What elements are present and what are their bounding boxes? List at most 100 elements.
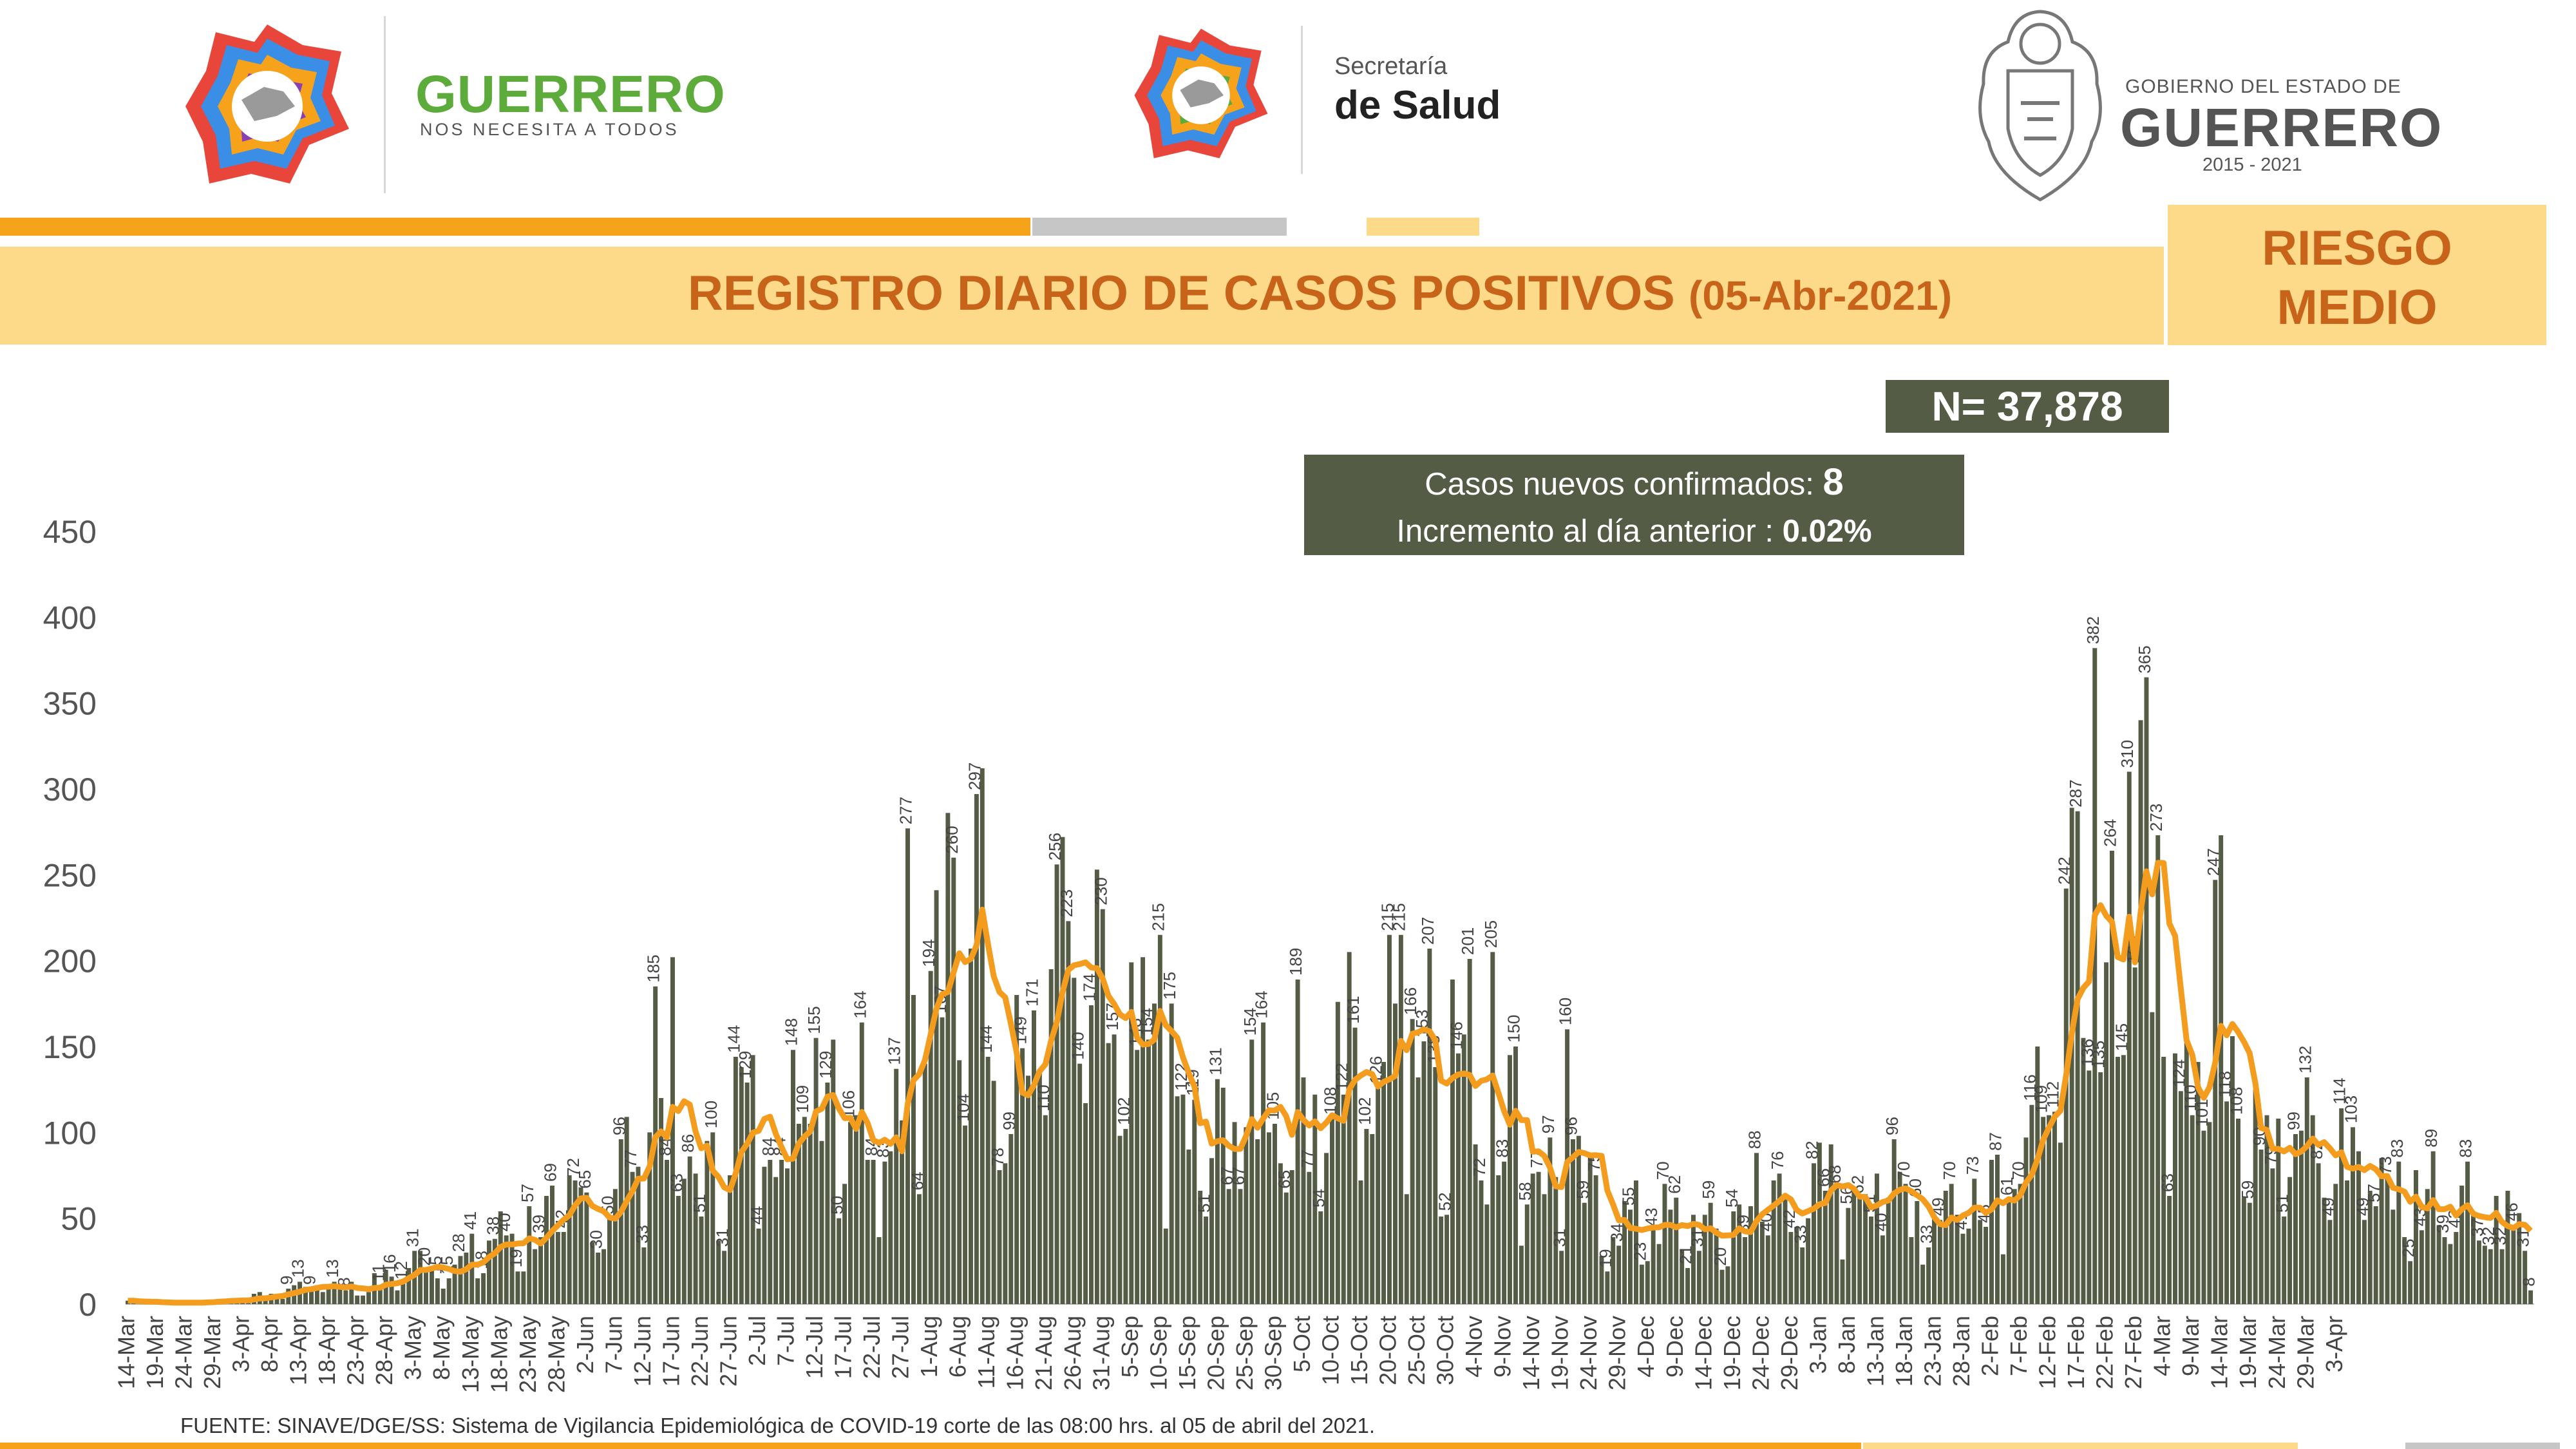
bar [2276,1119,2281,1304]
bar [2150,1012,2155,1304]
bar [2517,1213,2522,1304]
bar [2173,1053,2177,1304]
bar [2488,1249,2493,1304]
x-tick-label: 28-Apr [371,1316,397,1385]
bar [1157,934,1162,1304]
bar-value-label: 9 [277,1276,296,1285]
stripe-gray-top [1032,218,1287,236]
bar [1582,1202,1587,1304]
bar-value-label: 84 [759,1137,778,1156]
bar [2419,1230,2424,1304]
x-tick-label: 1-Aug [916,1316,942,1378]
bar-value-label: 76 [1768,1151,1787,1170]
bar [561,1232,566,1304]
bar [1639,1264,1644,1304]
x-tick-label: 12-Feb [2034,1316,2061,1389]
x-tick-label: 17-Feb [2063,1316,2089,1389]
bar [762,1166,767,1304]
bar [2224,1101,2230,1304]
chart-title: REGISTRO DIARIO DE CASOS POSITIVOS (05-A… [688,265,1952,321]
bar [377,1285,383,1304]
bar [665,1160,669,1304]
bar [756,1228,761,1304]
bar-value-label: 382 [2083,616,2103,644]
bar [2035,1046,2040,1304]
bar [1341,1094,1346,1304]
bar-value-label: 62 [1665,1175,1684,1194]
bar [1725,1266,1730,1304]
x-tick-label: 9-Nov [1490,1316,1516,1378]
bar-value-label: 164 [850,990,869,1018]
bar [819,1141,824,1304]
state-seal-icon [1969,6,2111,206]
bar [2110,851,2114,1304]
bar [813,1037,819,1304]
bar [1421,1041,1426,1304]
y-tick-label: 250 [43,857,97,893]
bar [1244,1127,1249,1304]
x-tick-label: 8-Apr [256,1316,283,1372]
bar-value-label: 132 [2295,1046,2315,1074]
bar [1123,1129,1128,1304]
x-tick-label: 7-Feb [2005,1316,2032,1376]
bar [940,1017,945,1304]
bar [2448,1244,2453,1304]
bar [1765,1235,1770,1304]
bar [1605,1271,1610,1304]
x-tick-label: 27-Feb [2120,1316,2146,1389]
bar-value-label: 205 [1481,920,1501,948]
bar [1129,962,1134,1304]
y-tick-label: 450 [43,514,97,550]
bar [991,1081,996,1304]
bar [1267,1132,1271,1304]
bar [2408,1261,2413,1304]
bar [2322,1197,2327,1304]
bar [361,1295,366,1304]
bar [1857,1197,1862,1304]
bar [2092,648,2098,1304]
bar [676,1196,681,1304]
bar-value-label: 108 [2226,1087,2246,1115]
y-tick-label: 400 [43,600,97,636]
bar [1461,1034,1466,1304]
bar [1100,909,1105,1304]
bar [424,1269,428,1304]
bar [1852,1189,1857,1304]
bar [1381,1062,1387,1304]
bar [2178,1091,2183,1304]
bar [1748,1206,1753,1304]
bar [974,794,979,1304]
bar [2327,1220,2333,1304]
bar [458,1256,463,1304]
daily-cases-chart: 0501001502002503003504004509139138111612… [43,514,2539,1393]
y-tick-label: 100 [43,1115,97,1151]
bar [2282,1217,2287,1304]
bar [911,995,916,1304]
bar [1622,1201,1627,1304]
x-tick-label: 25-Sep [1231,1316,1258,1390]
bar [2362,1220,2367,1304]
secretaria-line2: de Salud [1334,83,1501,128]
bar-value-label: 65 [575,1170,594,1189]
x-tick-label: 18-Apr [314,1316,340,1385]
bar [1685,1268,1690,1304]
bar [1455,1053,1461,1304]
bar [1037,1072,1042,1304]
bar-value-label: 77 [621,1150,640,1168]
bar [1484,1204,1490,1304]
bar [2155,835,2161,1304]
bar [2236,1119,2240,1304]
title-date: (05-Abr-2021) [1689,272,1953,319]
bar [2345,1180,2350,1304]
bar-value-label: 70 [1940,1161,1959,1180]
bar [2298,1130,2304,1304]
bar [2201,1130,2206,1304]
x-tick-label: 29-Mar [199,1316,225,1389]
bar [1186,1150,1191,1304]
bar [1283,1192,1289,1304]
bar [2385,1179,2390,1304]
bar [2126,772,2132,1304]
bar [1014,995,1019,1304]
bar-value-label: 73 [1963,1156,1982,1175]
bar [1576,1135,1581,1304]
